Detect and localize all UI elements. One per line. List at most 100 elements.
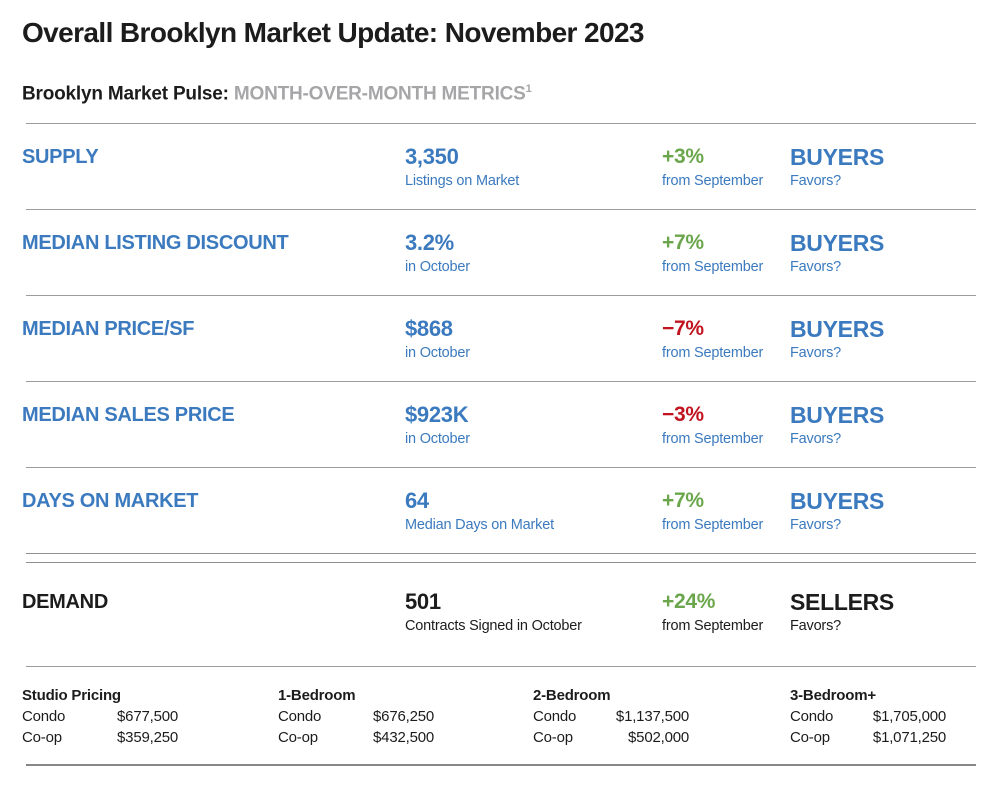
pricing-group-title: Studio Pricing — [22, 687, 121, 705]
metric-change: +7% — [662, 489, 704, 513]
separator-line — [26, 467, 976, 469]
separator-line — [26, 123, 976, 125]
metric-label: SUPPLY — [22, 146, 99, 169]
pricing-type-label: Condo — [22, 708, 66, 726]
metric-favors-caption: Favors? — [790, 517, 841, 534]
metric-label: MEDIAN SALES PRICE — [22, 404, 235, 427]
pricing-price: $432,500 — [373, 729, 434, 747]
metric-favors-cell: SELLERS Favors? — [790, 589, 978, 636]
metric-label: DAYS ON MARKET — [22, 490, 199, 513]
metric-favors-cell: BUYERS Favors? — [790, 488, 978, 535]
metric-label-cell: SUPPLY — [22, 144, 405, 191]
metric-value-cell: 3,350 Listings on Market — [405, 144, 662, 191]
metric-label-cell: DAYS ON MARKET — [22, 488, 405, 535]
metric-label-cell: MEDIAN PRICE/SF — [22, 316, 405, 363]
metric-value-cell: 501 Contracts Signed in October — [405, 589, 662, 636]
metric-value: 64 — [405, 488, 429, 514]
metric-value-caption: in October — [405, 345, 470, 362]
metric-value-cell: $923K in October — [405, 402, 662, 449]
metric-change-cell: −3% from September — [662, 402, 790, 449]
metric-value: 3.2% — [405, 230, 454, 256]
metric-change-caption: from September — [662, 173, 764, 190]
pricing-price: $1,137,500 — [615, 708, 689, 726]
metric-value-cell: 3.2% in October — [405, 230, 662, 277]
metric-value: 3,350 — [405, 144, 459, 170]
metric-favors-cell: BUYERS Favors? — [790, 144, 978, 191]
pricing-price: $676,250 — [373, 708, 434, 726]
pricing-type-label: Co-op — [22, 729, 62, 747]
pricing-row-coop: Co-op $502,000 — [533, 727, 790, 748]
page-title: Overall Brooklyn Market Update: November… — [22, 17, 645, 48]
pricing-row-condo: Condo $1,705,000 — [790, 706, 978, 727]
metric-change-caption: from September — [662, 259, 764, 276]
pricing-price: $1,705,000 — [872, 708, 946, 726]
metric-value-caption: Median Days on Market — [405, 517, 554, 534]
bottom-whitespace — [22, 766, 978, 796]
pricing-row-coop: Co-op $359,250 — [22, 727, 278, 748]
metric-value: 501 — [405, 589, 441, 615]
metric-favors-cell: BUYERS Favors? — [790, 316, 978, 363]
metric-value-cell: 64 Median Days on Market — [405, 488, 662, 535]
metric-value-caption: Contracts Signed in October — [405, 618, 582, 635]
pricing-type-label: Condo — [278, 708, 322, 726]
metric-label: MEDIAN PRICE/SF — [22, 318, 195, 341]
pricing-type-label: Co-op — [278, 729, 318, 747]
metric-favors: BUYERS — [790, 144, 885, 171]
metric-label: MEDIAN LISTING DISCOUNT — [22, 232, 289, 255]
metric-row-demand: DEMAND 501 Contracts Signed in October +… — [22, 563, 978, 666]
metric-label-cell: MEDIAN LISTING DISCOUNT — [22, 230, 405, 277]
pricing-price: $677,500 — [117, 708, 178, 726]
metric-change-caption: from September — [662, 618, 764, 635]
page-subtitle: Brooklyn Market Pulse: MONTH-OVER-MONTH … — [22, 77, 978, 106]
pricing-row-coop: Co-op $432,500 — [278, 727, 533, 748]
pricing-group-2-bedroom: 2-Bedroom Condo $1,137,500 Co-op $502,00… — [533, 685, 790, 748]
metric-favors-cell: BUYERS Favors? — [790, 230, 978, 277]
separator-line — [26, 381, 976, 383]
metric-change: −7% — [662, 317, 704, 341]
pricing-price: $1,071,250 — [872, 729, 946, 747]
separator-line — [26, 295, 976, 297]
pricing-group-studio: Studio Pricing Condo $677,500 Co-op $359… — [22, 685, 278, 748]
metric-change: +7% — [662, 231, 704, 255]
metric-favors-caption: Favors? — [790, 431, 841, 448]
metric-favors: BUYERS — [790, 230, 885, 257]
metric-change: −3% — [662, 403, 704, 427]
metric-change-cell: −7% from September — [662, 316, 790, 363]
separator-line — [26, 666, 976, 668]
metric-favors-cell: BUYERS Favors? — [790, 402, 978, 449]
bottom-separator-line — [26, 764, 976, 767]
metric-change: +24% — [662, 590, 716, 614]
metric-change-cell: +7% from September — [662, 488, 790, 535]
metric-change-cell: +24% from September — [662, 589, 790, 636]
pricing-group-title: 3-Bedroom+ — [790, 687, 876, 705]
pricing-group-title: 1-Bedroom — [278, 687, 356, 705]
metric-change: +3% — [662, 145, 704, 169]
metric-favors: BUYERS — [790, 316, 885, 343]
metric-row-days-on-market: DAYS ON MARKET 64 Median Days on Market … — [22, 468, 978, 553]
metric-favors-caption: Favors? — [790, 173, 841, 190]
pricing-row-coop: Co-op $1,071,250 — [790, 727, 978, 748]
pricing-type-label: Condo — [790, 708, 834, 726]
metric-label-cell: MEDIAN SALES PRICE — [22, 402, 405, 449]
separator-line — [26, 209, 976, 211]
metric-label-cell: DEMAND — [22, 589, 405, 636]
pricing-price: $502,000 — [628, 729, 689, 747]
double-separator-line — [26, 553, 976, 564]
metric-favors: BUYERS — [790, 488, 885, 515]
metric-favors-caption: Favors? — [790, 259, 841, 276]
metric-value-caption: Listings on Market — [405, 173, 520, 190]
subtitle-emphasis: MONTH-OVER-MONTH METRICS — [233, 83, 526, 105]
pricing-row-condo: Condo $676,250 — [278, 706, 533, 727]
metric-value-caption: in October — [405, 431, 470, 448]
metric-change-caption: from September — [662, 517, 764, 534]
metric-change-caption: from September — [662, 345, 764, 362]
pricing-type-label: Co-op — [790, 729, 830, 747]
pricing-price: $359,250 — [117, 729, 178, 747]
pricing-type-label: Condo — [533, 708, 577, 726]
metric-favors-caption: Favors? — [790, 618, 841, 635]
pricing-group-title: 2-Bedroom — [533, 687, 611, 705]
metric-favors: BUYERS — [790, 402, 885, 429]
subtitle-prefix: Brooklyn Market Pulse: — [22, 83, 234, 105]
pricing-group-3-bedroom-plus: 3-Bedroom+ Condo $1,705,000 Co-op $1,071… — [790, 685, 978, 748]
